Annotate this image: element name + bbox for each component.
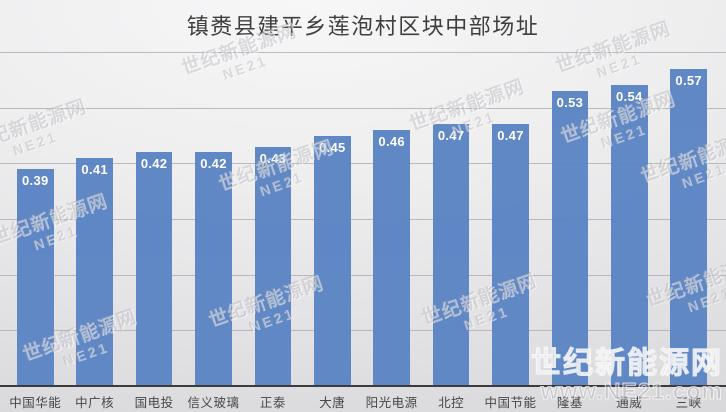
bar: 0.47: [432, 124, 470, 386]
bar-value-label: 0.47: [437, 128, 465, 144]
bar: 0.41: [76, 157, 113, 386]
bar: 0.42: [135, 152, 173, 386]
bar: 0.57: [670, 68, 707, 386]
bar-value-label: 0.41: [81, 161, 108, 177]
bar-value-label: 0.57: [675, 72, 702, 88]
bar-value-label: 0.39: [22, 172, 49, 188]
x-axis-label: 三峡: [675, 396, 702, 410]
x-axis-line: [0, 385, 726, 387]
bar: 0.46: [373, 129, 410, 386]
bar-value-label: 0.46: [378, 133, 405, 149]
bar-value-label: 0.53: [556, 94, 584, 110]
gridline: [0, 52, 726, 53]
bar-value-label: 0.45: [319, 139, 346, 155]
x-axis-label: 阳光电源: [365, 396, 418, 410]
bar: 0.42: [195, 152, 232, 386]
bar-value-label: 0.42: [140, 156, 168, 172]
x-axis-label: 中广核: [75, 396, 115, 410]
x-axis-label: 国电投: [134, 396, 174, 410]
plot-area: 0.39 0.41 0.42 0.42 0.43 0.45 0.46 0.47 0.47 0.53…: [0, 52, 726, 386]
bar: 0.43: [254, 146, 292, 386]
x-axis-label: 正泰: [259, 396, 286, 410]
bar: 0.39: [17, 168, 54, 386]
bar-value-label: 0.42: [200, 156, 227, 172]
bar-value-label: 0.47: [497, 128, 524, 144]
bar: 0.53: [551, 90, 589, 386]
bar-value-label: 0.54: [616, 89, 643, 105]
x-axis-label: 信义玻璃: [187, 396, 240, 410]
x-axis-label: 通威: [616, 396, 643, 410]
x-axis-label: 北控: [438, 396, 465, 410]
bar: 0.45: [314, 135, 351, 386]
x-axis-label: 中国华能: [9, 396, 62, 410]
bar: 0.47: [492, 124, 529, 386]
bar: 0.54: [611, 85, 648, 386]
bar-value-label: 0.43: [259, 150, 287, 166]
gridline: [0, 107, 726, 109]
x-axis-label: 中国节能: [484, 396, 537, 410]
x-axis-label: 大唐: [319, 396, 346, 410]
chart-title: 镇赉县建平乡莲泡村区块中部场址: [186, 14, 540, 39]
gridline: [0, 219, 726, 220]
gridline: [0, 330, 726, 332]
x-axis-label: 隆基: [556, 396, 583, 410]
gridline: [0, 274, 726, 276]
gridline: [0, 163, 726, 165]
